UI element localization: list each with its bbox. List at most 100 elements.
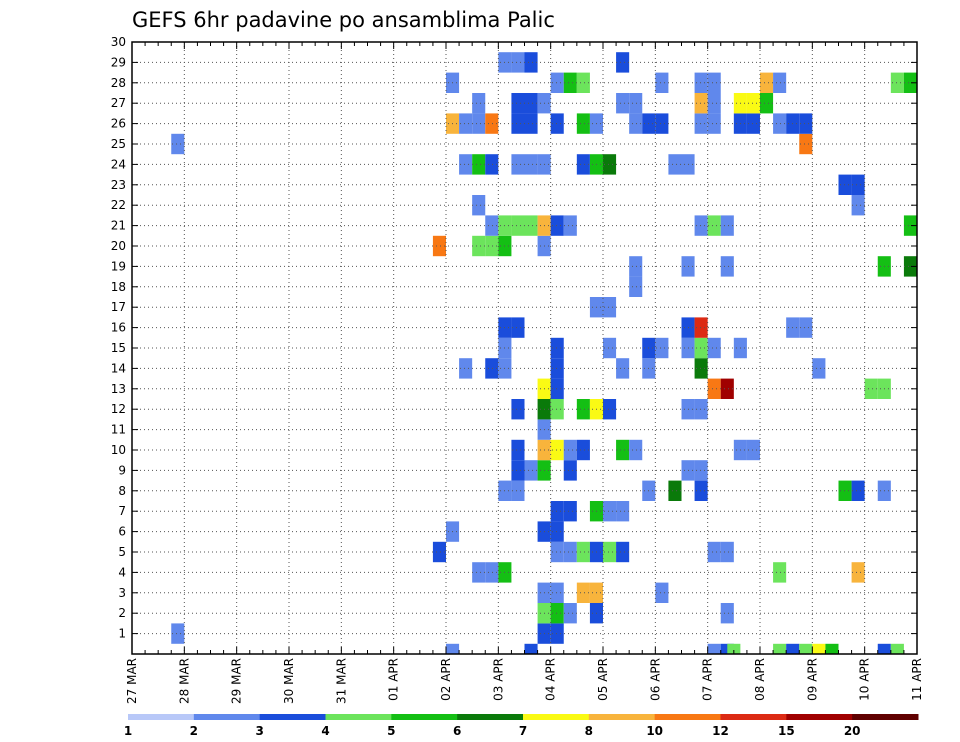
colorbar-label: 1 (124, 724, 132, 738)
heatmap-cells (171, 52, 917, 654)
x-axis-tick-label: 31 MAR (334, 658, 348, 704)
y-axis-tick-labels: 1234567891011121314151617181920212223242… (111, 35, 126, 641)
heatmap-cell (550, 358, 564, 379)
heatmap-cell (799, 133, 813, 155)
colorbar-label: 7 (519, 724, 527, 738)
heatmap-cell (485, 235, 499, 257)
y-axis-tick-label: 25 (111, 137, 126, 151)
heatmap-cell (720, 215, 734, 236)
heatmap-cell (707, 337, 721, 359)
heatmap-cell (812, 358, 826, 379)
x-axis-tick-label: 08 APR (753, 658, 767, 701)
heatmap-cell (629, 256, 643, 277)
heatmap-cell (851, 480, 865, 501)
heatmap-cell (694, 72, 708, 93)
heatmap-cell (485, 113, 499, 134)
heatmap-cell (550, 113, 564, 134)
heatmap-cell (603, 541, 617, 563)
heatmap-cell (459, 113, 473, 134)
y-axis-tick-label: 4 (118, 565, 126, 579)
colorbar-label: 12 (712, 724, 729, 738)
colorbar-label: 4 (321, 724, 329, 738)
heatmap-cell (576, 72, 590, 93)
heatmap-cell (655, 582, 669, 603)
heatmap-cell (472, 93, 486, 114)
heatmap-cell (603, 501, 617, 522)
heatmap-cell (773, 643, 787, 654)
heatmap-cell (694, 399, 708, 420)
x-axis-tick-label: 03 APR (491, 658, 505, 701)
heatmap-cell (720, 378, 734, 399)
heatmap-cell (550, 603, 564, 624)
colorbar-segment (193, 714, 261, 720)
heatmap-cell (524, 643, 538, 654)
heatmap-cell (616, 93, 630, 114)
heatmap-cell (563, 603, 577, 624)
y-axis-tick-label: 13 (111, 382, 126, 396)
heatmap-cell (563, 439, 577, 461)
colorbar-segment (259, 714, 326, 720)
heatmap-cell (550, 72, 564, 93)
heatmap-cell (603, 399, 617, 420)
heatmap-cell (786, 643, 800, 654)
colorbar-segment (654, 714, 721, 720)
heatmap-cell (668, 154, 682, 175)
heatmap-cell (877, 643, 891, 654)
colorbar-label: 8 (585, 724, 593, 738)
heatmap-cell (720, 603, 734, 624)
heatmap-cell (851, 562, 865, 583)
heatmap-cell (707, 378, 721, 399)
colorbar-label: 2 (190, 724, 198, 738)
heatmap-cell (524, 113, 538, 134)
heatmap-cell (511, 317, 525, 338)
y-axis-tick-label: 30 (111, 35, 126, 49)
heatmap-cell (694, 358, 708, 379)
heatmap-cell (550, 215, 564, 236)
y-axis-tick-label: 20 (111, 239, 126, 253)
y-axis-tick-label: 1 (118, 627, 126, 641)
heatmap-cell (864, 378, 878, 399)
heatmap-cell (550, 541, 564, 563)
x-axis-tick-label: 10 APR (858, 658, 872, 701)
heatmap-cell (694, 460, 708, 481)
axis-ticks (131, 41, 918, 654)
x-axis-tick-label: 27 MAR (125, 658, 139, 704)
heatmap-cell (616, 358, 630, 379)
heatmap-cell (903, 72, 917, 93)
heatmap-cell (799, 317, 813, 338)
heatmap-cell (576, 439, 590, 461)
heatmap-cell (563, 72, 577, 93)
y-axis-tick-label: 17 (111, 300, 126, 314)
y-axis-tick-label: 21 (111, 219, 126, 233)
heatmap-cell (550, 439, 564, 461)
heatmap-cell (472, 562, 486, 583)
heatmap-cell (812, 643, 826, 654)
x-axis-tick-label: 29 MAR (230, 658, 244, 704)
heatmap-cell (550, 582, 564, 603)
y-axis-tick-label: 9 (118, 463, 126, 477)
heatmap-cell (576, 541, 590, 563)
heatmap-cell (616, 52, 630, 73)
x-axis-tick-label: 28 MAR (177, 658, 191, 704)
heatmap-cell (655, 337, 669, 359)
y-axis-tick-label: 18 (111, 280, 126, 294)
heatmap-cell (563, 460, 577, 481)
heatmap-cell (511, 480, 525, 501)
heatmap-cell (563, 541, 577, 563)
heatmap-cell (694, 337, 708, 359)
colorbar-segment (588, 714, 656, 720)
y-axis-tick-label: 3 (118, 586, 126, 600)
heatmap-cell (550, 337, 564, 359)
y-axis-tick-label: 26 (111, 117, 126, 131)
x-axis-tick-label: 11 APR (910, 658, 924, 701)
heatmap-cell (511, 52, 525, 73)
heatmap-cell (524, 93, 538, 114)
heatmap-cell (694, 215, 708, 236)
heatmap-cell (511, 460, 525, 481)
colorbar: 1 2 3 4 5 6 7 8 10 12 15 20 (124, 714, 919, 738)
heatmap-cell (472, 195, 486, 216)
colorbar-label: 6 (453, 724, 461, 738)
y-axis-tick-label: 16 (111, 321, 126, 335)
y-axis-tick-label: 7 (118, 504, 126, 518)
heatmap-cell (511, 215, 525, 236)
